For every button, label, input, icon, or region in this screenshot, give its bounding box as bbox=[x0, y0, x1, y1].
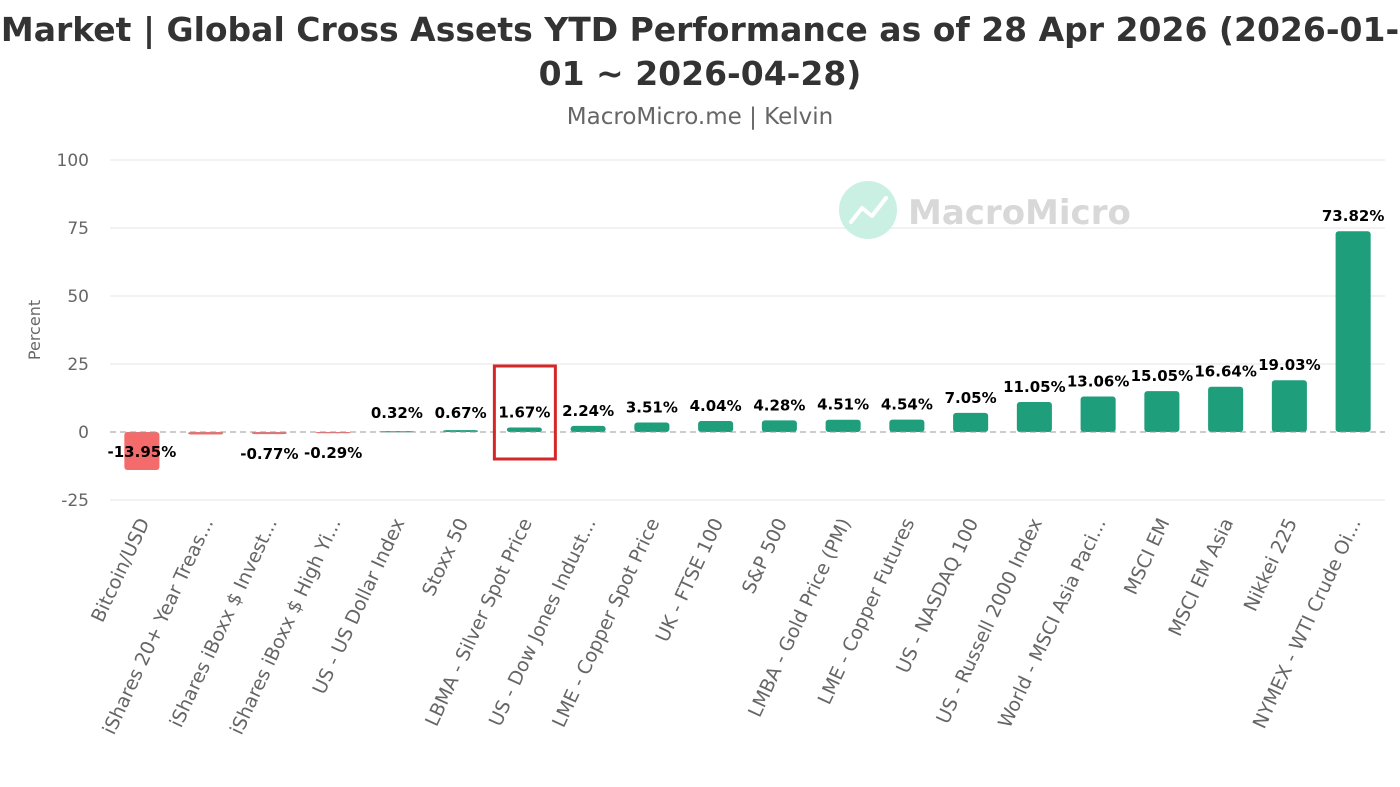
data-label: 0.32% bbox=[371, 404, 423, 422]
bar bbox=[1080, 396, 1116, 432]
data-label: 3.51% bbox=[626, 398, 678, 416]
data-label: 4.28% bbox=[753, 396, 805, 414]
bar bbox=[251, 432, 287, 435]
bar bbox=[1271, 380, 1307, 432]
data-label: 11.05% bbox=[1003, 378, 1065, 396]
y-tick-label: -25 bbox=[61, 491, 89, 511]
data-label: 0.67% bbox=[435, 404, 487, 422]
bar bbox=[825, 419, 861, 432]
data-label: 15.05% bbox=[1131, 367, 1193, 385]
data-label: 16.64% bbox=[1194, 363, 1256, 381]
data-label: 13.06% bbox=[1067, 372, 1129, 390]
data-label: 4.51% bbox=[817, 396, 869, 414]
watermark: MacroMicro bbox=[839, 181, 1131, 239]
bar bbox=[1144, 391, 1180, 432]
x-tick-label: Stoxx 50 bbox=[418, 515, 473, 600]
data-label: 7.05% bbox=[945, 389, 997, 407]
watermark-text: MacroMicro bbox=[908, 193, 1131, 233]
y-tick-label: 0 bbox=[78, 423, 89, 443]
data-label: 4.54% bbox=[881, 396, 933, 414]
y-tick-label: 50 bbox=[67, 287, 89, 307]
bar bbox=[188, 432, 224, 435]
y-axis-label: Percent bbox=[25, 300, 44, 360]
data-label: -0.29% bbox=[304, 444, 362, 462]
y-axis-ticks: 100 75 50 25 0 -25 bbox=[57, 151, 89, 511]
bars bbox=[124, 231, 1371, 470]
bar bbox=[1335, 231, 1371, 432]
bar bbox=[634, 422, 670, 432]
x-tick-label: UK - FTSE 100 bbox=[652, 515, 729, 646]
data-label: 73.82% bbox=[1322, 207, 1384, 225]
data-label: -13.95% bbox=[108, 443, 177, 461]
gridlines bbox=[110, 159, 1385, 501]
bar bbox=[953, 412, 989, 432]
x-tick-label: MSCI EM Asia bbox=[1164, 515, 1238, 640]
bar bbox=[124, 432, 160, 470]
x-tick-label: iShares iBoxx $ High Yi... bbox=[226, 515, 346, 738]
y-tick-label: 75 bbox=[67, 219, 89, 239]
y-tick-label: 100 bbox=[57, 151, 89, 171]
data-label: 4.04% bbox=[690, 397, 742, 415]
bar bbox=[1016, 401, 1052, 432]
watermark-logo-line-icon bbox=[849, 196, 888, 224]
bar bbox=[506, 427, 542, 432]
bar bbox=[889, 419, 925, 432]
x-tick-label: MSCI EM bbox=[1120, 515, 1174, 598]
data-label: 19.03% bbox=[1258, 356, 1320, 374]
chart-subtitle: MacroMicro.me | Kelvin bbox=[566, 104, 834, 130]
y-tick-label: 25 bbox=[67, 355, 89, 375]
watermark-logo-icon bbox=[839, 181, 897, 239]
data-label: 2.24% bbox=[562, 402, 614, 420]
highlight-box bbox=[492, 364, 557, 461]
x-tick-label: Bitcoin/USD bbox=[87, 515, 154, 626]
x-tick-label: iShares 20+ Year Treas... bbox=[98, 515, 218, 738]
data-label: -0.77% bbox=[240, 445, 298, 463]
data-label: 1.67% bbox=[498, 403, 550, 421]
bar bbox=[570, 425, 606, 432]
x-tick-label: Nikkei 225 bbox=[1240, 515, 1302, 615]
bar bbox=[1208, 386, 1244, 432]
bar bbox=[761, 420, 797, 432]
bar bbox=[698, 421, 734, 432]
x-tick-label: S&P 500 bbox=[738, 515, 792, 597]
chart-title: Market | Global Cross Assets YTD Perform… bbox=[0, 10, 1400, 93]
data-labels: -13.95% -0.77% -0.29% 0.32% 0.67% 1.67% 2.24% 3… bbox=[108, 207, 1385, 463]
